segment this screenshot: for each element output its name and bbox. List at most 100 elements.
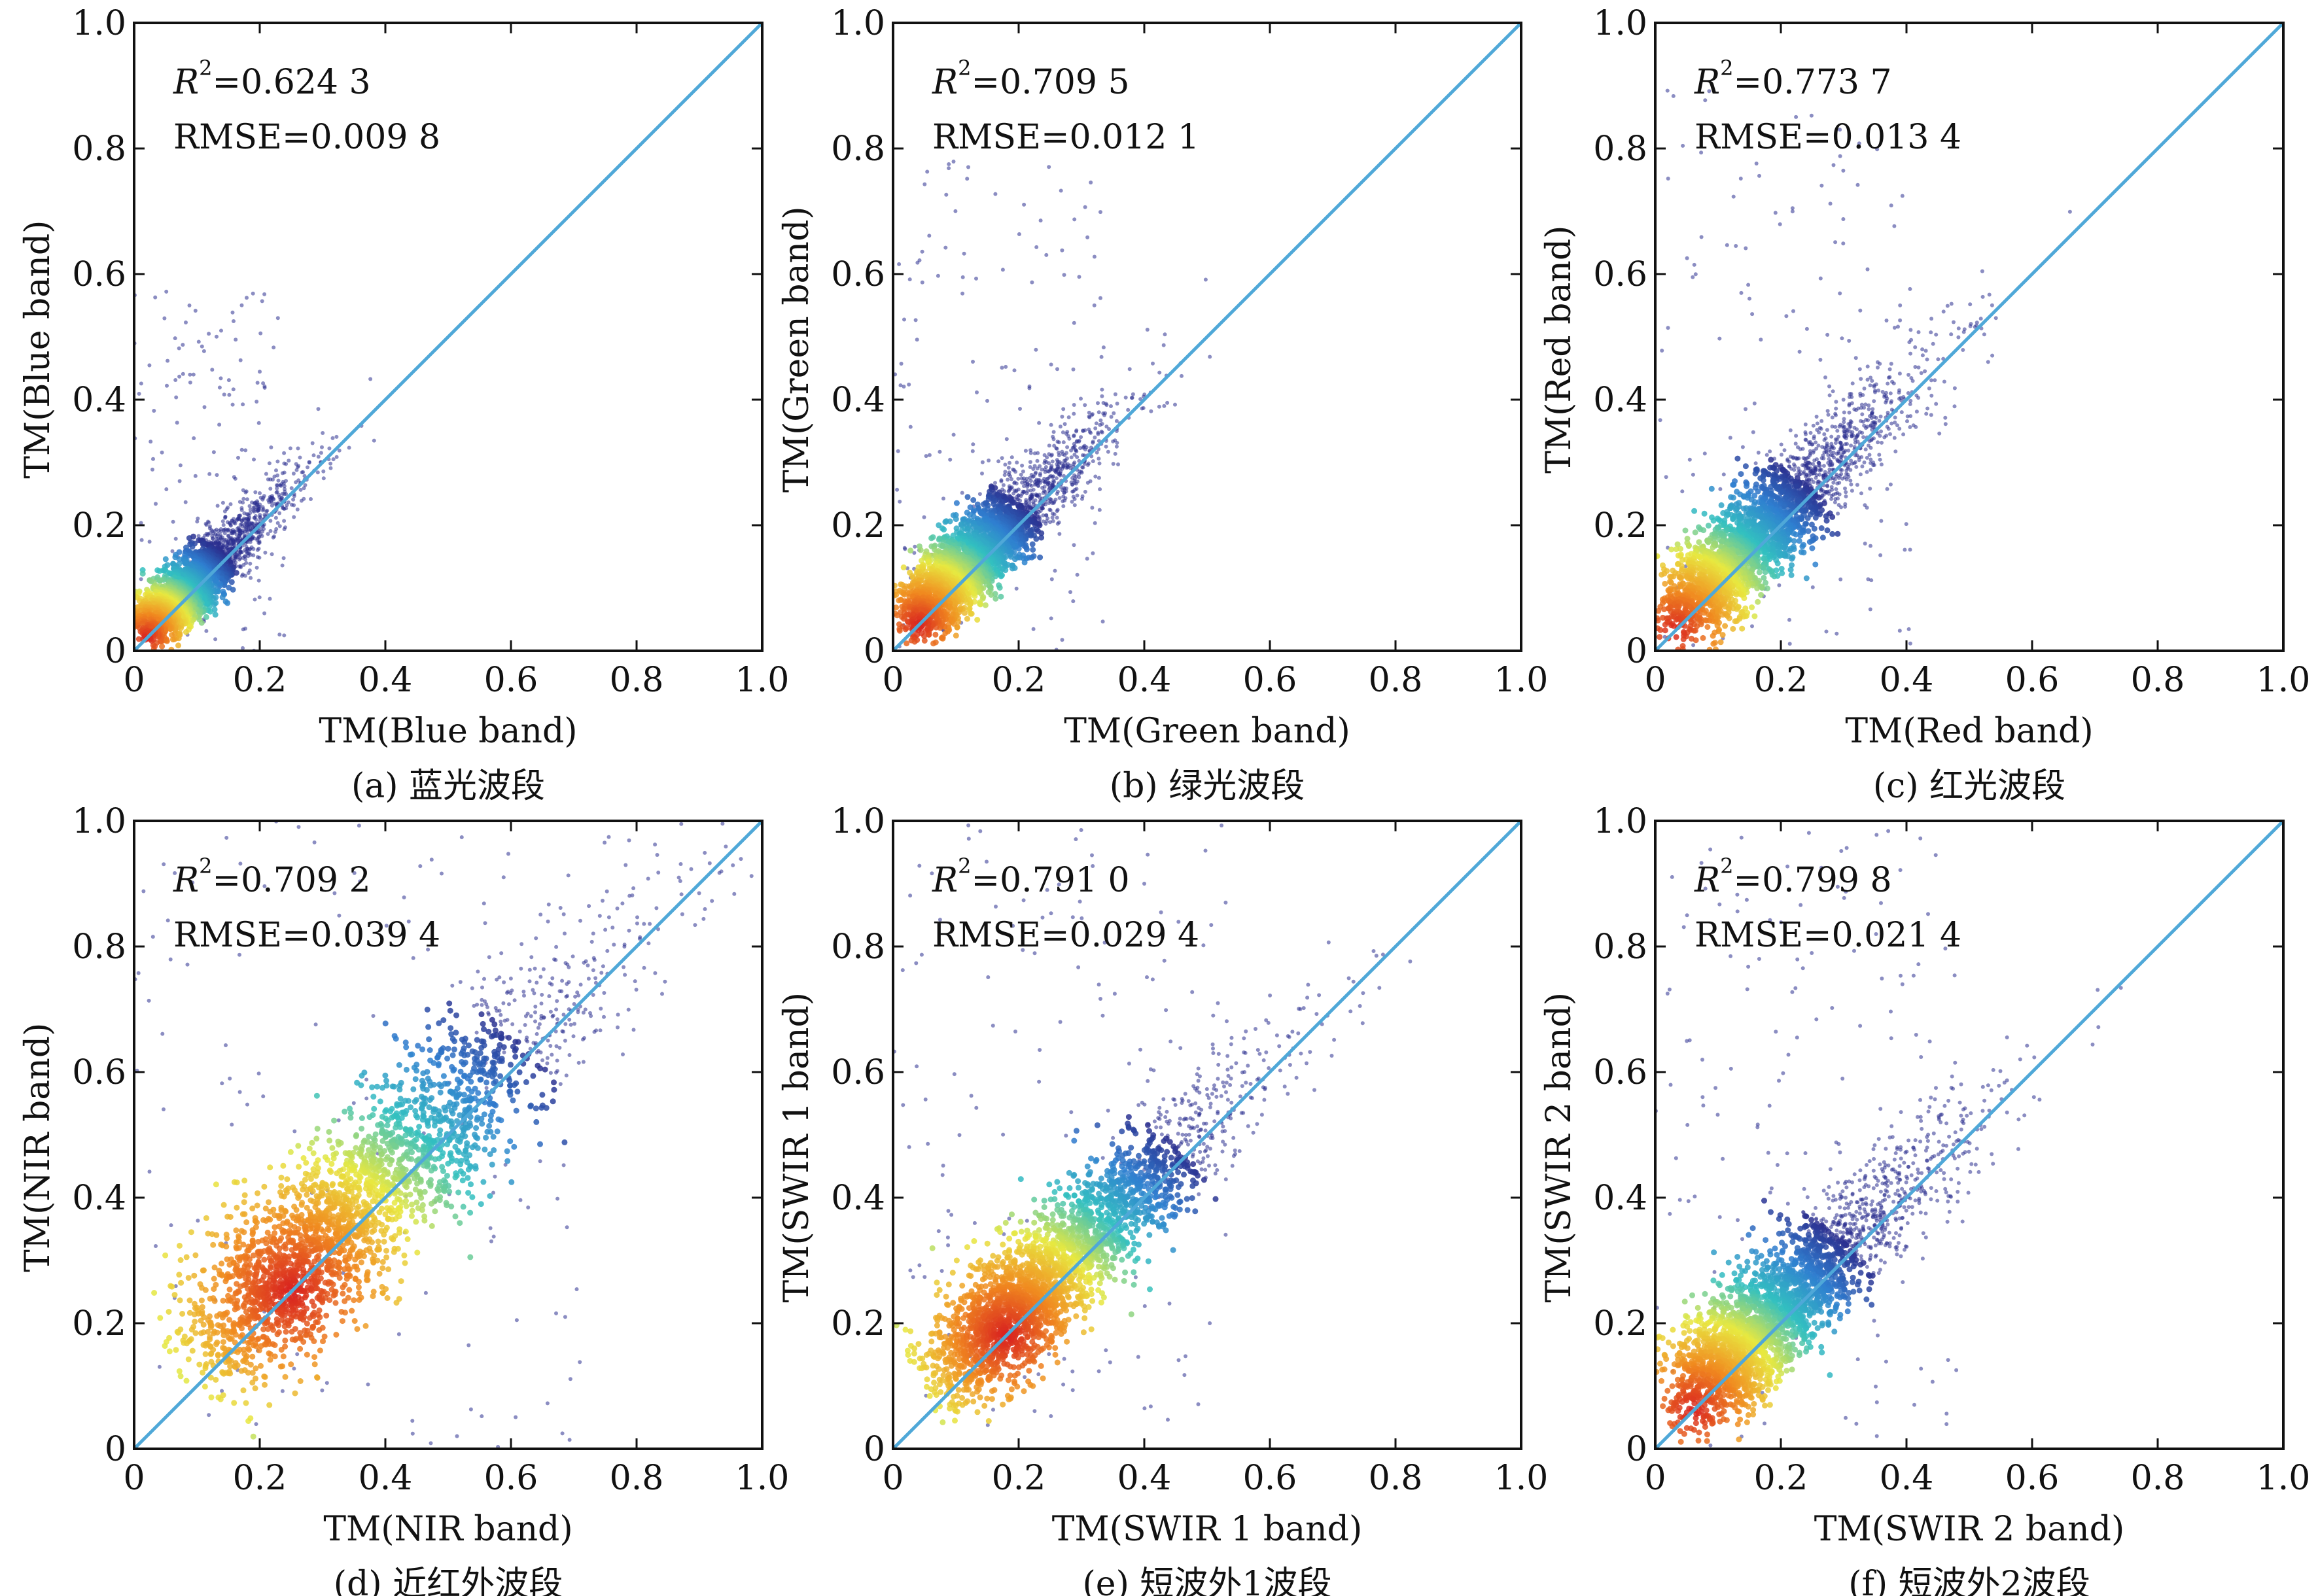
- scatter-point: [269, 445, 273, 449]
- scatter-point: [1027, 500, 1032, 504]
- r2-annotation: R2=0.624 3: [173, 56, 371, 102]
- scatter-point: [260, 508, 265, 513]
- scatter-point: [902, 317, 906, 322]
- scatter-point: [1028, 448, 1033, 453]
- scatter-point: [207, 472, 212, 476]
- scatter-point: [962, 251, 966, 256]
- scatter-point: [169, 632, 175, 638]
- scatter-point: [166, 358, 170, 363]
- scatter-point: [262, 611, 267, 616]
- scatter-point: [980, 501, 987, 508]
- scatter-point: [173, 536, 178, 541]
- scatter-point: [139, 538, 144, 542]
- x-ticks: 0 0.2 0.4 0.6 0.8 1.0: [123, 23, 789, 700]
- scatter-point: [347, 445, 351, 450]
- scatter-point: [1061, 494, 1066, 499]
- scatter-point: [193, 309, 198, 313]
- scatter-point: [222, 531, 227, 536]
- scatter-point: [1008, 460, 1011, 465]
- scatter-point: [311, 453, 316, 458]
- scatter-point: [139, 381, 143, 386]
- scatter-point: [204, 629, 209, 633]
- scatter-point: [1020, 480, 1025, 485]
- scatter-point: [200, 542, 207, 548]
- scatter-point: [999, 479, 1004, 483]
- scatter-point: [943, 245, 948, 250]
- scatter-point: [917, 547, 924, 553]
- scatter-point: [1096, 432, 1100, 436]
- scatter-point: [262, 292, 267, 296]
- scatter-point: [187, 304, 192, 307]
- scatter-point: [1027, 384, 1032, 389]
- scatter-point: [1072, 543, 1076, 547]
- scatter-point: [1004, 437, 1009, 442]
- scatter-point: [1111, 439, 1115, 443]
- scatter-point: [1050, 459, 1055, 464]
- scatter-point: [1050, 515, 1055, 520]
- scatter-point: [177, 374, 182, 379]
- scatter-point: [1131, 392, 1135, 396]
- scatter-point: [912, 551, 917, 555]
- scatter-point: [902, 546, 907, 550]
- scatter-point: [219, 376, 223, 381]
- scatter-point: [229, 531, 234, 536]
- scatter-point: [1060, 638, 1064, 642]
- scatter-point: [1072, 321, 1076, 325]
- scatter-point: [925, 169, 930, 174]
- scatter-point: [1085, 481, 1090, 485]
- scatter-point: [268, 487, 273, 491]
- scatter-point: [1023, 449, 1028, 453]
- scatter-point: [1034, 493, 1039, 498]
- scatter-point: [245, 497, 249, 502]
- scatter-point: [1062, 491, 1066, 495]
- y-tick-label: 0.6: [72, 255, 126, 294]
- scatter-point: [236, 455, 240, 460]
- scatter-point: [271, 535, 275, 540]
- scatter-point: [252, 510, 256, 514]
- scatter-point: [1072, 403, 1076, 407]
- scatter-point: [1107, 427, 1112, 431]
- scatter-point: [160, 450, 164, 455]
- scatter-point: [1080, 453, 1085, 457]
- scatter-point: [1083, 403, 1087, 408]
- scatter-point: [960, 291, 965, 296]
- scatter-point: [1057, 453, 1061, 458]
- scatter-point: [1111, 462, 1115, 466]
- scatter-point: [998, 593, 1004, 600]
- scatter-point: [207, 520, 211, 525]
- scatter-point: [920, 249, 924, 254]
- scatter-point: [1115, 402, 1119, 406]
- scatter-point: [944, 192, 949, 197]
- scatter-point: [275, 473, 279, 477]
- scatter-point: [241, 646, 245, 650]
- scatter-point: [907, 382, 911, 387]
- scatter-point: [1077, 275, 1081, 279]
- scatter-point: [1043, 470, 1047, 474]
- scatter-point: [953, 500, 960, 506]
- scatter-point: [205, 533, 210, 538]
- scatter-point: [970, 449, 975, 453]
- scatter-point: [266, 477, 270, 481]
- scatter-point: [290, 502, 294, 507]
- scatter-point: [1061, 452, 1065, 457]
- scatter-point: [139, 620, 145, 627]
- scatter-point: [239, 574, 244, 578]
- scatter-point: [1104, 444, 1108, 449]
- scatter-point: [953, 209, 958, 213]
- scatter-point: [215, 504, 220, 508]
- scatter-point: [1087, 410, 1091, 415]
- scatter-point: [156, 577, 163, 583]
- panel-b: 0 0.2 0.4 0.6 0.8 1.0 00.20.40.60.81.0 R2=0.7…: [777, 4, 1548, 806]
- scatter-point: [215, 334, 219, 339]
- scatter-point: [1161, 343, 1166, 347]
- scatter-point: [1009, 565, 1015, 572]
- scatter-point: [1089, 430, 1093, 435]
- scatter-point: [1038, 218, 1043, 223]
- scatter-point: [1030, 474, 1035, 479]
- scatter-point: [162, 556, 169, 563]
- scatter-point: [1162, 404, 1167, 408]
- scatter-point: [915, 338, 919, 342]
- scatter-point: [310, 441, 315, 445]
- scatter-point: [327, 446, 332, 451]
- scatter-point: [900, 564, 907, 570]
